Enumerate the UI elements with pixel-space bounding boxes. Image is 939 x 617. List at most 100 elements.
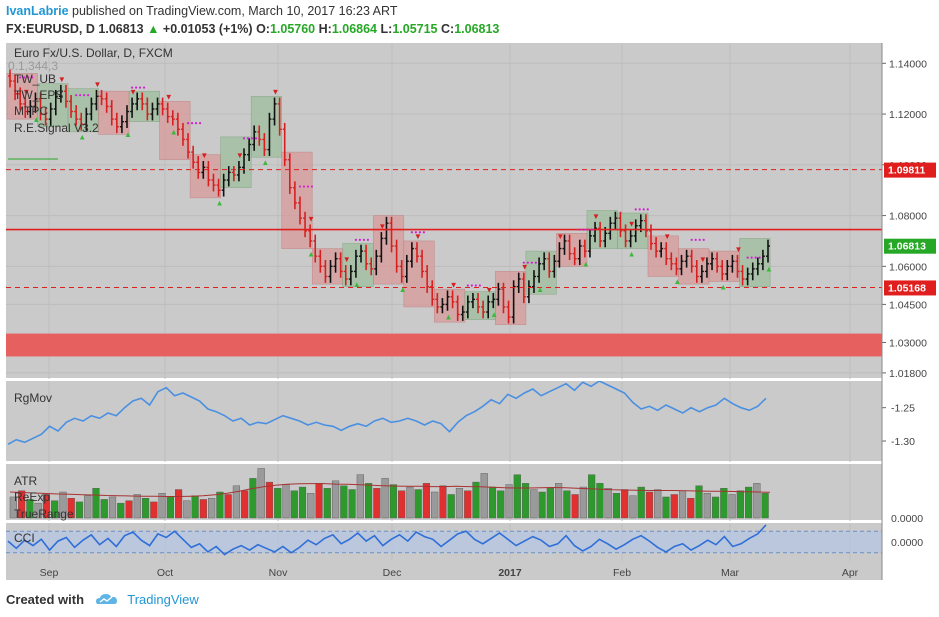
truerange-label[interactable]: TrueRange bbox=[14, 507, 74, 521]
atr-bar bbox=[621, 489, 629, 519]
atr-bar bbox=[323, 488, 331, 519]
buy-signal-marker: ▲ bbox=[32, 115, 40, 124]
atr-bar bbox=[406, 486, 414, 519]
projection-dot bbox=[250, 137, 254, 140]
atr-bar bbox=[9, 496, 17, 519]
atr-bar bbox=[596, 483, 604, 519]
sell-signal-marker: ▼ bbox=[165, 93, 173, 102]
projection-dot bbox=[190, 121, 194, 125]
brand-link[interactable]: TradingView bbox=[127, 592, 199, 607]
sell-signal-marker: ▼ bbox=[129, 88, 137, 97]
projection-dot bbox=[746, 256, 749, 259]
projection-dot bbox=[31, 76, 34, 79]
sell-signal-marker: ▼ bbox=[93, 80, 101, 89]
sell-signal-marker: ▼ bbox=[592, 212, 600, 221]
study-label-tw-eps[interactable]: TW_EPS bbox=[14, 88, 63, 102]
atr-bar bbox=[92, 488, 100, 519]
projection-dot bbox=[474, 284, 477, 287]
high-label: H: bbox=[318, 22, 332, 36]
atr-bar bbox=[232, 485, 241, 519]
projection-dot bbox=[418, 231, 421, 234]
atr-bar bbox=[414, 489, 422, 519]
projection-dot bbox=[758, 256, 761, 259]
rgmov-axis-tick-label: -1.30 bbox=[891, 436, 915, 448]
atr-bar bbox=[100, 499, 108, 519]
projection-dot bbox=[87, 94, 90, 97]
atr-bar bbox=[298, 486, 307, 519]
rgmov-label[interactable]: RgMov bbox=[14, 391, 52, 405]
projection-dot bbox=[754, 256, 757, 259]
atr-bar bbox=[555, 483, 563, 519]
zones-layer bbox=[6, 73, 882, 357]
atr-bar bbox=[158, 493, 166, 519]
atr-bar bbox=[265, 481, 274, 519]
cci-series-line bbox=[7, 524, 767, 556]
projection-dot bbox=[634, 208, 637, 211]
atr-bar bbox=[340, 485, 348, 519]
ohlc-line: FX:EURUSD, D 1.06813 ▲ +0.01053 (+1%) O:… bbox=[6, 22, 499, 36]
atr-bar bbox=[307, 493, 315, 519]
projection-dot bbox=[83, 94, 86, 97]
atr-axis-tick-label: 0.0000 bbox=[891, 513, 923, 525]
atr-bar bbox=[422, 483, 431, 519]
chart-area[interactable]: ▼ ▲ ▼ ▲ ▼ ▲ ▼ ▼ ▲ ▼ ▲ ▼ ▲ ▼ ▼ ▲ ▼ ▲ ▼ ▲ ▼ ▲ ▼ ▼ ▲ ▼ ▲ ▼ ▲ ▼ ▼ ▲ ▼ ▲ ▼ ▲ ▼ ▲ S… bbox=[0, 42, 939, 587]
range-box bbox=[617, 212, 649, 249]
atr-bar bbox=[224, 494, 232, 519]
atr-bar bbox=[398, 490, 406, 519]
buy-signal-marker: ▲ bbox=[216, 199, 224, 208]
projection-dot bbox=[242, 137, 246, 140]
sell-signal-marker: ▼ bbox=[485, 286, 493, 295]
price-axis-tick-label: 1.12000 bbox=[889, 109, 927, 121]
atr-bar bbox=[166, 496, 174, 519]
buy-signal-marker: ▲ bbox=[399, 285, 407, 294]
buy-signal-marker: ▲ bbox=[582, 259, 590, 268]
time-axis-tick-label: Apr bbox=[842, 567, 859, 579]
sell-signal-marker: ▼ bbox=[699, 255, 707, 264]
projection-dot bbox=[366, 238, 370, 241]
atr-bar bbox=[290, 490, 298, 519]
sell-signal-marker: ▼ bbox=[343, 255, 351, 264]
buy-signal-marker: ▲ bbox=[78, 133, 86, 142]
sell-signal-marker: ▼ bbox=[521, 263, 529, 272]
projection-dot bbox=[246, 137, 250, 140]
low-value: 1.05715 bbox=[392, 22, 438, 36]
cci-label[interactable]: CCI bbox=[14, 531, 35, 545]
atr-bar bbox=[373, 488, 381, 519]
study-label-mtpc[interactable]: MTPC bbox=[14, 104, 48, 118]
range-box bbox=[159, 101, 191, 161]
time-axis-bg bbox=[6, 561, 882, 580]
price-axis-tick-label: 1.03000 bbox=[889, 337, 927, 349]
atr-bar bbox=[141, 497, 150, 519]
footer: Created with TradingView bbox=[6, 592, 199, 607]
atr-bar bbox=[274, 488, 282, 519]
study-label-re-signal[interactable]: R.E.Signal V3.2 bbox=[14, 121, 99, 135]
projection-dot bbox=[79, 94, 82, 97]
atr-bar bbox=[563, 490, 571, 519]
reexp-label[interactable]: ReExp bbox=[14, 490, 50, 504]
symbol-label: FX:EURUSD, D bbox=[6, 22, 95, 36]
sell-signal-marker: ▼ bbox=[414, 232, 422, 241]
atr-bar bbox=[629, 495, 637, 519]
published-text: published on TradingView.com, March 10, … bbox=[72, 4, 398, 18]
atr-bar bbox=[736, 490, 744, 519]
projection-dot bbox=[414, 231, 417, 234]
sell-signal-marker: ▼ bbox=[378, 222, 386, 231]
atr-bar bbox=[530, 489, 538, 519]
price-axis-tick-label: 1.08000 bbox=[889, 211, 927, 223]
atr-label[interactable]: ATR bbox=[14, 474, 37, 488]
sell-signal-marker: ▼ bbox=[450, 280, 458, 289]
author-name[interactable]: IvanLabrie bbox=[6, 4, 69, 18]
buy-signal-marker: ▲ bbox=[261, 158, 269, 167]
atr-bar bbox=[678, 490, 687, 519]
axes-layer: Sep Oct Nov Dec 2017 Feb Mar Apr 1.14000 1.12000 1… bbox=[6, 43, 936, 580]
projection-dot bbox=[198, 121, 202, 125]
atr-bar bbox=[331, 480, 340, 519]
atr-bar bbox=[728, 494, 736, 519]
study-label-tw-ub[interactable]: TW_UB bbox=[14, 72, 56, 86]
rgmov-pane[interactable] bbox=[6, 381, 882, 461]
cci-axis-tick-label: 0.0000 bbox=[891, 537, 923, 549]
sell-signal-marker: ▼ bbox=[628, 220, 636, 229]
atr-bar bbox=[455, 488, 464, 519]
sell-signal-marker: ▼ bbox=[236, 151, 244, 160]
range-box bbox=[250, 95, 283, 158]
